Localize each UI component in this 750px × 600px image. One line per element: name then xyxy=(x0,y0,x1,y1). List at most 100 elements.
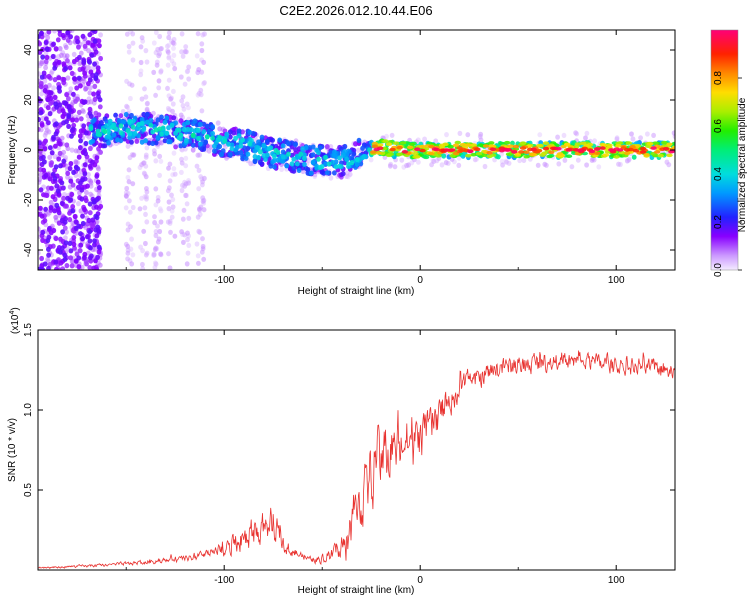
spectrogram-cell xyxy=(91,91,96,97)
spectrogram-cell xyxy=(56,75,62,81)
spectrogram-cell xyxy=(310,144,316,150)
spectrogram-cell xyxy=(247,141,253,147)
spectrogram-cell xyxy=(80,220,86,227)
spectrogram-cell xyxy=(651,132,656,138)
spectrogram-cell xyxy=(39,213,45,219)
spectrogram-cell xyxy=(252,158,258,164)
spectrogram-cell xyxy=(449,148,456,152)
spectrogram-cell xyxy=(272,153,277,159)
spectrogram-y-tick-label: -40 xyxy=(23,242,34,257)
spectrogram-cell xyxy=(257,149,263,155)
spectrogram-cell xyxy=(202,31,207,37)
spectrogram-cell xyxy=(38,266,42,270)
spectrogram-cell xyxy=(324,144,330,150)
colorbar-label: Normalized spectral amplitude xyxy=(737,97,748,232)
spectrogram-cell xyxy=(584,130,590,136)
spectrogram-cell xyxy=(145,111,150,118)
spectrogram-cell xyxy=(373,147,380,152)
spectrogram-cell xyxy=(650,146,657,150)
spectrogram-cell xyxy=(179,160,185,166)
spectrogram-cell xyxy=(46,252,51,258)
spectrogram-cell xyxy=(94,155,100,161)
spectrogram-cell xyxy=(64,53,70,59)
spectrogram-cell xyxy=(143,174,149,180)
spectrogram-cell xyxy=(130,57,136,63)
spectrogram-cell xyxy=(83,197,89,204)
spectrogram-cell xyxy=(353,141,358,147)
spectrogram-cell xyxy=(143,48,149,54)
spectrogram-cell xyxy=(47,111,53,117)
spectrogram-cell xyxy=(183,155,189,161)
spectrogram-cell xyxy=(151,252,157,258)
snr-multiplier-base: (x10 xyxy=(10,314,21,334)
spectrogram-cell xyxy=(104,123,110,129)
spectrogram-cell xyxy=(638,135,643,141)
spectrogram-cell xyxy=(45,97,51,103)
spectrogram-cell xyxy=(40,54,46,60)
spectrogram-cell xyxy=(323,154,328,160)
spectrogram-cell xyxy=(606,143,613,148)
spectrogram-cell xyxy=(465,132,471,138)
spectrogram-cell xyxy=(342,143,348,150)
spectrogram-cell xyxy=(92,238,97,244)
spectrogram-cell xyxy=(337,155,342,161)
spectrogram-cell xyxy=(60,229,65,235)
spectrogram-cell xyxy=(196,228,202,234)
spectrogram-cell xyxy=(82,162,88,168)
spectrogram-cell xyxy=(94,173,100,179)
spectrogram-cell xyxy=(143,154,149,160)
spectrogram-cell xyxy=(356,147,361,153)
spectrogram-cell xyxy=(90,217,96,223)
spectrogram-cell xyxy=(349,155,355,161)
snr-axes: -100 0 100 0.5 1.0 1.5 xyxy=(23,323,675,586)
spectrogram-cell xyxy=(42,78,48,84)
spectrogram-cell xyxy=(197,206,202,212)
spectrogram-cell xyxy=(127,95,133,102)
spectrogram-cell xyxy=(332,152,337,159)
spectrogram-cell xyxy=(215,120,221,126)
spectrogram-cell xyxy=(66,96,71,102)
spectrogram-cell xyxy=(88,113,94,119)
spectrogram-cell xyxy=(441,153,447,159)
spectrogram-cell xyxy=(130,124,136,130)
spectrogram-cell xyxy=(291,156,297,162)
spectrogram-cell xyxy=(61,195,66,201)
spectrogram-cell xyxy=(158,219,164,225)
spectrogram-cell xyxy=(360,145,365,151)
spectrogram-cell xyxy=(180,53,186,59)
spectrogram-cell xyxy=(556,161,562,167)
spectrogram-cell xyxy=(166,165,171,171)
spectrogram-cell xyxy=(52,77,58,83)
spectrogram-cell xyxy=(97,43,102,49)
spectrogram-cell xyxy=(39,74,45,80)
spectrogram-cell xyxy=(157,153,163,159)
spectrogram-cell xyxy=(93,213,99,219)
spectrogram-cell xyxy=(519,141,527,145)
spectrogram-cell xyxy=(40,229,46,235)
spectrogram-cell xyxy=(172,233,178,239)
spectrogram-cell xyxy=(594,147,601,151)
spectrogram-cell xyxy=(165,85,170,91)
spectrogram-cell xyxy=(71,241,77,247)
spectrogram-cell xyxy=(197,141,203,147)
spectrogram-cell xyxy=(190,132,196,138)
spectrogram-cell xyxy=(185,120,191,126)
spectrogram-cell xyxy=(68,248,74,254)
spectrogram-cell xyxy=(201,59,207,65)
spectrogram-cell xyxy=(91,265,97,270)
spectrogram-cell xyxy=(179,169,184,175)
spectrogram-cell xyxy=(594,151,601,155)
spectrogram-cell xyxy=(645,131,650,137)
spectrogram-cell xyxy=(472,157,478,163)
spectrogram-cell xyxy=(541,151,548,156)
spectrogram-cell xyxy=(166,206,172,212)
spectrogram-cell xyxy=(65,30,70,36)
spectrogram-cell xyxy=(233,135,239,141)
spectrogram-cell xyxy=(71,91,76,97)
spectrogram-cell xyxy=(316,156,321,162)
spectrogram-cell xyxy=(172,171,178,177)
spectrogram-cell xyxy=(88,191,93,197)
spectrogram-axes: -100 0 100 -40 -20 0 20 40 xyxy=(23,30,675,286)
snr-y-tick-label: 0.5 xyxy=(23,483,34,497)
spectrogram-cell xyxy=(51,85,56,91)
